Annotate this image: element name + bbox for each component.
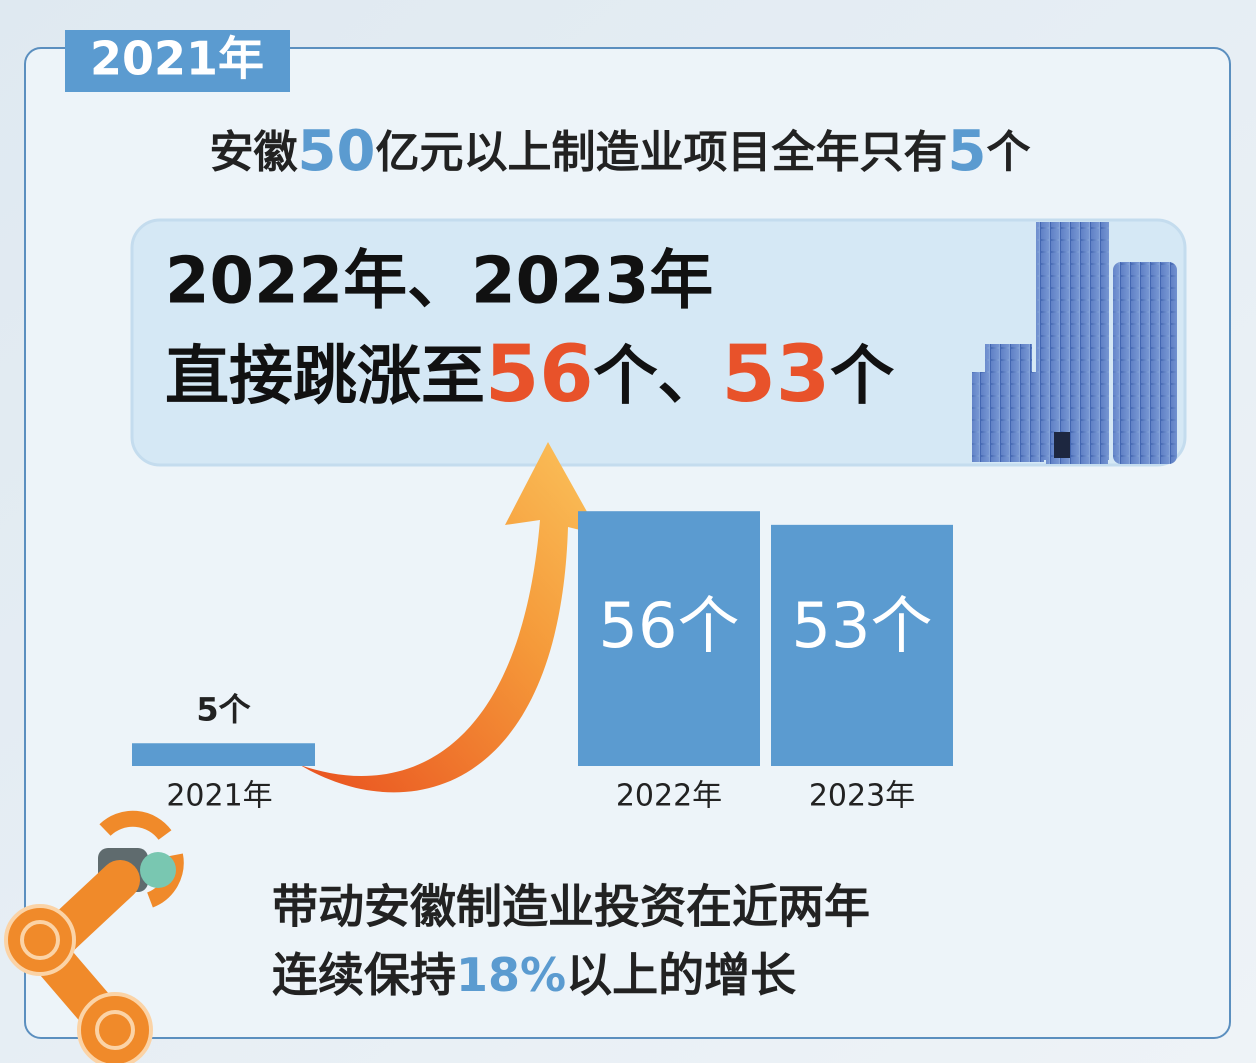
banner-part: 直接跳涨至 <box>165 340 485 414</box>
bar <box>578 511 760 766</box>
banner <box>130 218 1187 467</box>
value-label: 5个 <box>196 690 250 728</box>
banner-line: 2022年、2023年 <box>165 245 713 319</box>
headline: 安徽50亿元以上制造业项目全年只有5个 <box>210 119 1031 184</box>
headline-number: 5 <box>947 119 986 184</box>
headline-part: 安徽 <box>210 127 299 178</box>
bar <box>132 743 315 766</box>
growth-arrow <box>300 442 600 793</box>
footer-line: 连续保持18%以上的增长 <box>272 948 796 1002</box>
footer-line: 带动安徽制造业投资在近两年 <box>272 880 870 934</box>
year-tag-text: 2021年 <box>90 32 264 86</box>
banner-number: 53 <box>722 330 831 420</box>
year-tag <box>65 30 290 92</box>
headline-part: 个 <box>986 127 1030 178</box>
category-label: 2021年 <box>166 779 272 814</box>
category-label: 2023年 <box>809 779 915 814</box>
value-label: 53个 <box>792 589 933 662</box>
value-label: 56个 <box>599 589 740 662</box>
footer-number: 18% <box>456 948 566 1002</box>
robot-arm <box>4 810 184 1063</box>
banner-number: 56 <box>485 330 594 420</box>
banner-line: 直接跳涨至56个、53个 <box>165 330 894 420</box>
footer-part: 连续保持 <box>272 948 456 1002</box>
headline-number: 50 <box>298 119 376 184</box>
buildings <box>972 222 1177 464</box>
banner-part: 个、 <box>594 340 722 414</box>
headline-part: 亿元以上制造业项目全年只有 <box>375 127 947 178</box>
category-label: 2022年 <box>616 779 722 814</box>
footer-part: 以上的增长 <box>566 948 796 1002</box>
bar <box>771 524 953 766</box>
banner-part: 个 <box>830 340 894 414</box>
